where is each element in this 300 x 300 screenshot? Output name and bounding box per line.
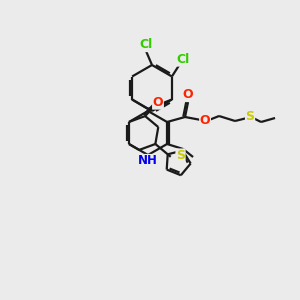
Text: O: O <box>153 96 163 109</box>
Text: S: S <box>246 110 255 122</box>
Text: O: O <box>183 88 194 101</box>
Text: O: O <box>200 113 210 127</box>
Text: Cl: Cl <box>176 53 190 66</box>
Text: S: S <box>176 149 185 162</box>
Text: Cl: Cl <box>140 38 153 52</box>
Text: NH: NH <box>138 154 158 167</box>
